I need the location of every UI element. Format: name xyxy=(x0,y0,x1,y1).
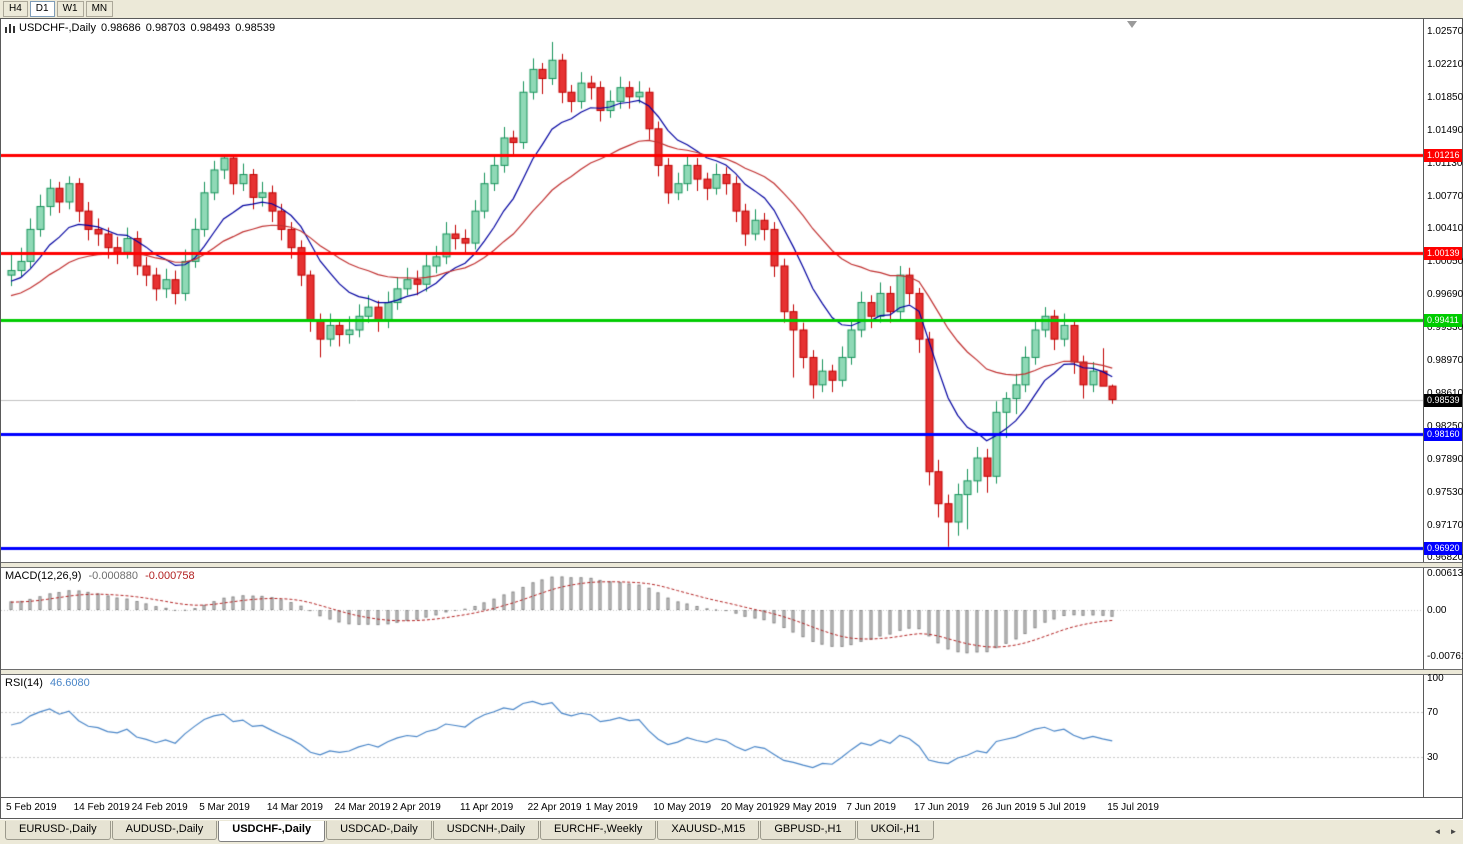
rsi-axis-scale[interactable]: 100 70 30 xyxy=(1423,673,1462,797)
chart-tab-bar: EURUSD-,Daily AUDUSD-,Daily USDCHF-,Daily U… xyxy=(0,819,1463,844)
timeframe-button-w1[interactable]: W1 xyxy=(56,1,84,17)
chart-title: USDCHF-,Daily 0.98686 0.98703 0.98493 0.… xyxy=(5,22,276,34)
time-axis-label: 5 Mar 2019 xyxy=(199,802,250,813)
rsi-axis-label: 70 xyxy=(1427,707,1439,718)
price-axis-label: 0.97530 xyxy=(1427,486,1463,498)
price-axis-label: 0.96820 xyxy=(1427,551,1463,563)
rsi-name: RSI(14) xyxy=(5,677,43,689)
current-price-tag: 0.98539 xyxy=(1424,393,1462,407)
macd-axis-label: 0.00613 xyxy=(1427,568,1463,579)
rsi-pane[interactable]: RSI(14) 46.6080 100 70 30 xyxy=(1,673,1462,797)
time-axis-label: 10 May 2019 xyxy=(653,802,712,813)
chart-window: USDCHF-,Daily 0.98686 0.98703 0.98493 0.… xyxy=(0,18,1463,819)
timeframe-toolbar: H4 D1 W1 MN xyxy=(0,0,1463,18)
ohlc-low: 0.98493 xyxy=(190,22,231,34)
price-axis-label: 0.99690 xyxy=(1427,289,1463,301)
support-line-upper-tag: 0.98160 xyxy=(1424,428,1462,442)
tab-scroll-right-icon[interactable]: ► xyxy=(1447,825,1460,838)
tab-eurchf-weekly[interactable]: EURCHF-,Weekly xyxy=(539,821,657,840)
pivot-line-green-tag: 0.99411 xyxy=(1424,313,1462,327)
price-axis-label: 0.98250 xyxy=(1427,420,1463,432)
price-axis-label: 0.99330 xyxy=(1427,322,1463,334)
time-axis-label: 29 May 2019 xyxy=(778,802,837,813)
rsi-canvas[interactable] xyxy=(1,675,1423,797)
time-axis-label: 5 Jul 2019 xyxy=(1039,802,1086,813)
chart-symbol-timeframe: USDCHF-,Daily xyxy=(19,22,96,34)
pane-separator-rsi[interactable] xyxy=(1,669,1462,675)
rsi-value: 46.6080 xyxy=(49,677,90,689)
price-axis-label: 1.01130 xyxy=(1427,157,1463,169)
macd-axis-scale[interactable]: 0.00613 0.00 -0.00761 xyxy=(1423,568,1463,669)
price-chart-canvas[interactable] xyxy=(1,19,1423,562)
price-axis-label: 1.02570 xyxy=(1427,25,1463,37)
time-axis-label: 14 Mar 2019 xyxy=(266,802,323,813)
tab-scroll-left-icon[interactable]: ◄ xyxy=(1431,825,1444,838)
price-axis-label: 0.97170 xyxy=(1427,519,1463,531)
price-pane[interactable]: USDCHF-,Daily 0.98686 0.98703 0.98493 0.… xyxy=(1,19,1463,563)
tab-audusd-daily[interactable]: AUDUSD-,Daily xyxy=(111,821,218,840)
rsi-label: RSI(14) 46.6080 xyxy=(5,677,94,689)
ohlc-open: 0.98686 xyxy=(101,22,141,34)
time-axis-label: 7 Jun 2019 xyxy=(846,802,896,813)
tab-scroll-buttons: ◄ ► xyxy=(1431,825,1460,838)
tab-usdcad-daily[interactable]: USDCAD-,Daily xyxy=(326,821,432,840)
tab-usdcnh-daily[interactable]: USDCNH-,Daily xyxy=(432,821,539,840)
rsi-axis-label: 30 xyxy=(1427,752,1439,764)
time-axis-label: 2 Apr 2019 xyxy=(392,802,441,813)
price-axis-label: 0.97890 xyxy=(1427,453,1463,465)
timeframe-button-mn[interactable]: MN xyxy=(85,1,114,17)
macd-pane[interactable]: MACD(12,26,9) -0.000880 -0.000758 0.0061… xyxy=(1,568,1463,669)
tab-usdchf-daily[interactable]: USDCHF-,Daily xyxy=(218,821,326,842)
time-axis-label: 22 Apr 2019 xyxy=(527,802,582,813)
resistance-line-lower-tag: 1.00139 xyxy=(1424,247,1462,261)
price-axis-label: 1.01490 xyxy=(1427,124,1463,136)
time-axis-label: 26 Jun 2019 xyxy=(981,802,1037,813)
price-axis-label: 0.98970 xyxy=(1427,355,1463,367)
macd-main-value: -0.000880 xyxy=(88,570,139,582)
price-axis-label: 1.02210 xyxy=(1427,58,1463,70)
time-axis-label: 17 Jun 2019 xyxy=(914,802,970,813)
time-axis-label: 20 May 2019 xyxy=(720,802,779,813)
time-axis-label: 15 Jul 2019 xyxy=(1107,802,1159,813)
time-axis-label: 24 Mar 2019 xyxy=(334,802,391,813)
chart-shift-marker[interactable] xyxy=(1127,21,1137,28)
time-axis[interactable]: 5 Feb 2019 14 Feb 2019 24 Feb 2019 5 Mar 20… xyxy=(1,797,1462,818)
time-axis-label: 14 Feb 2019 xyxy=(73,802,130,813)
macd-axis-label: -0.00761 xyxy=(1427,650,1463,662)
pane-separator-macd[interactable] xyxy=(1,562,1462,568)
rsi-axis-label: 100 xyxy=(1427,673,1444,684)
ohlc-close: 0.98539 xyxy=(235,22,276,34)
time-axis-label: 5 Feb 2019 xyxy=(6,802,57,813)
macd-name: MACD(12,26,9) xyxy=(5,570,82,582)
resistance-line-upper-tag: 1.01216 xyxy=(1424,148,1462,162)
macd-axis-label: 0.00 xyxy=(1427,605,1447,616)
macd-canvas[interactable] xyxy=(1,568,1423,669)
support-line-lower-tag: 0.96920 xyxy=(1424,541,1462,555)
price-axis-label: 1.00050 xyxy=(1427,256,1463,268)
tab-xauusd-m15[interactable]: XAUUSD-,M15 xyxy=(657,821,760,840)
macd-signal-value: -0.000758 xyxy=(145,570,195,582)
price-axis-label: 1.01850 xyxy=(1427,91,1463,103)
price-axis-label: 1.00770 xyxy=(1427,190,1463,202)
time-axis-label: 1 May 2019 xyxy=(585,802,638,813)
tab-gbpusd-h1[interactable]: GBPUSD-,H1 xyxy=(760,821,856,840)
tab-ukoil-h1[interactable]: UKOil-,H1 xyxy=(856,821,935,840)
price-axis-scale[interactable]: 1.02570 1.02210 1.01850 1.01490 1.01130 1.007… xyxy=(1423,19,1463,563)
macd-label: MACD(12,26,9) -0.000880 -0.000758 xyxy=(5,570,199,582)
timeframe-button-d1[interactable]: D1 xyxy=(29,1,55,17)
timeframe-button-h4[interactable]: H4 xyxy=(3,1,28,17)
tab-eurusd-daily[interactable]: EURUSD-,Daily xyxy=(5,821,111,840)
price-axis-label: 1.00410 xyxy=(1427,223,1463,235)
ohlc-high: 0.98703 xyxy=(145,22,186,34)
chart-icon xyxy=(5,23,15,33)
time-axis-label: 24 Feb 2019 xyxy=(131,802,188,813)
time-axis-label: 11 Apr 2019 xyxy=(460,802,514,813)
